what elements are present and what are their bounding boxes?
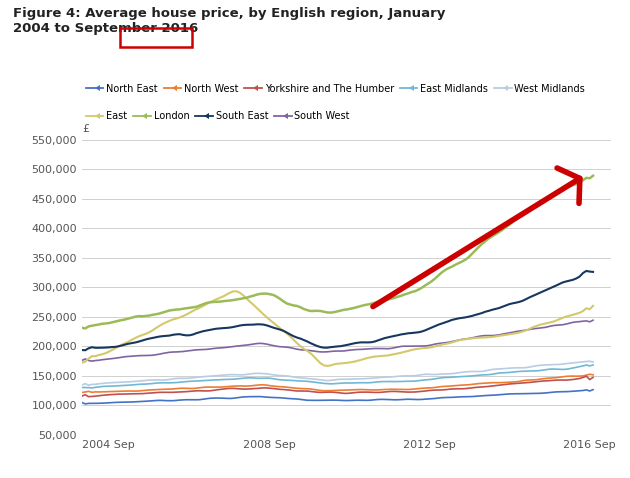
Text: Figure 4: Average house price, by English region, January: Figure 4: Average house price, by Englis… — [13, 7, 445, 20]
Legend: East, London, South East, South West: East, London, South East, South West — [82, 107, 354, 125]
Text: 2004 to September 2016: 2004 to September 2016 — [13, 22, 198, 34]
Text: £: £ — [82, 123, 89, 133]
